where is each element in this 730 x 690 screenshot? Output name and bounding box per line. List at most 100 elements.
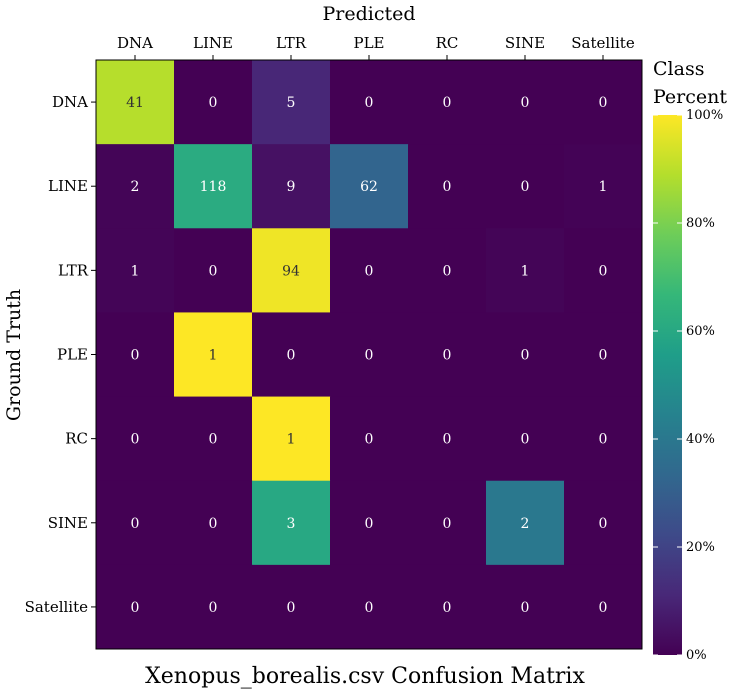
y-tick-label: DNA — [52, 93, 88, 111]
cell-value-label: 0 — [365, 263, 374, 279]
heatmap-cell — [330, 60, 409, 145]
heatmap-cell — [252, 228, 331, 313]
cell-value-label: 5 — [287, 95, 296, 111]
cell-value-label: 0 — [599, 600, 608, 616]
cell-value-label: 0 — [287, 348, 296, 364]
legend-colorbar — [653, 115, 682, 655]
heatmap-cell — [174, 60, 253, 145]
cell-value-label: 0 — [209, 432, 218, 448]
chart-title: Xenopus_borealis.csv Confusion Matrix — [145, 664, 585, 689]
heatmap-cell — [486, 312, 565, 398]
heatmap-cell — [486, 480, 565, 566]
x-tick-label: RC — [436, 34, 459, 52]
heatmap-cell — [486, 396, 565, 482]
x-tick-label: PLE — [353, 34, 384, 52]
cell-value-label: 0 — [443, 95, 452, 111]
heatmap-cell — [96, 564, 175, 650]
heatmap-cell — [408, 144, 487, 229]
cell-value-label: 0 — [599, 95, 608, 111]
heatmap-cell — [174, 396, 253, 482]
cell-value-label: 0 — [443, 263, 452, 279]
legend-title-line-2: Percent — [653, 86, 727, 108]
heatmap-cell — [486, 228, 565, 313]
cell-value-label: 0 — [131, 432, 140, 448]
cell-value-label: 0 — [365, 95, 374, 111]
cell-value-label: 0 — [521, 348, 530, 364]
heatmap-cell — [408, 396, 487, 482]
cell-value-label: 1 — [131, 263, 140, 279]
heatmap-cell — [174, 312, 253, 398]
cell-value-label: 41 — [126, 95, 144, 111]
heatmap-cell — [564, 480, 643, 566]
x-tick-label: DNA — [117, 34, 153, 52]
cell-value-label: 0 — [131, 516, 140, 532]
x-axis-title: Predicted — [322, 3, 415, 25]
legend-tick-label: 80% — [686, 216, 715, 231]
heatmap-cell — [408, 564, 487, 650]
heatmap-cell — [96, 60, 175, 145]
cell-value-label: 62 — [360, 179, 378, 195]
cell-value-label: 3 — [287, 516, 296, 532]
heatmap-cell — [330, 480, 409, 566]
cell-value-label: 118 — [200, 179, 227, 195]
heatmap-cell — [408, 480, 487, 566]
heatmap-cell — [252, 60, 331, 145]
cell-value-label: 0 — [209, 263, 218, 279]
legend-tick-label: 20% — [686, 540, 715, 555]
heatmap-cell — [96, 396, 175, 482]
cell-value-label: 0 — [209, 95, 218, 111]
legend-ticks: 0% 20% 40% 60% 80% 100% — [653, 108, 723, 663]
y-axis-ticks: DNA LINE LTR PLE RC SINE Satellite — [25, 93, 96, 616]
cell-value-label: 0 — [443, 432, 452, 448]
y-tick-label: Satellite — [25, 598, 89, 616]
heatmap-cell — [174, 144, 253, 229]
y-tick-label: RC — [65, 430, 88, 448]
cell-value-label: 0 — [443, 179, 452, 195]
heatmap-cell — [96, 228, 175, 313]
cell-value-label: 1 — [521, 263, 530, 279]
heatmap-cell — [252, 564, 331, 650]
cell-value-label: 2 — [131, 179, 140, 195]
heatmap-cells — [96, 60, 643, 650]
cell-value-label: 0 — [443, 516, 452, 532]
cell-value-label: 0 — [599, 348, 608, 364]
cell-value-label: 0 — [521, 95, 530, 111]
cell-value-label: 1 — [599, 179, 608, 195]
x-tick-label: LTR — [276, 34, 307, 52]
y-tick-label: LINE — [48, 177, 88, 195]
cell-value-label: 2 — [521, 516, 530, 532]
cell-value-label: 0 — [599, 516, 608, 532]
heatmap-cell — [486, 60, 565, 145]
heatmap-cell — [486, 144, 565, 229]
cell-value-label: 0 — [365, 432, 374, 448]
heatmap-cell — [174, 228, 253, 313]
cell-value-label: 0 — [365, 600, 374, 616]
y-tick-label: PLE — [57, 346, 88, 364]
heatmap-cell — [564, 564, 643, 650]
heatmap-cell — [564, 312, 643, 398]
heatmap-cell — [486, 564, 565, 650]
x-tick-label: LINE — [193, 34, 233, 52]
legend-title-line-1: Class — [653, 58, 704, 80]
cell-value-label: 0 — [209, 600, 218, 616]
cell-value-label: 0 — [131, 600, 140, 616]
legend-tick-label: 40% — [686, 432, 715, 447]
heatmap-cell — [408, 60, 487, 145]
cell-value-label: 1 — [287, 432, 296, 448]
y-axis-title: Ground Truth — [3, 289, 25, 421]
x-axis-ticks: DNA LINE LTR PLE RC SINE Satellite — [117, 34, 635, 60]
legend-tick-label: 100% — [686, 108, 723, 123]
heatmap-cell — [330, 312, 409, 398]
heatmap-cell — [564, 60, 643, 145]
cell-value-label: 0 — [521, 179, 530, 195]
heatmap-cell — [96, 144, 175, 229]
legend-tick-label: 0% — [686, 648, 707, 663]
cell-value-label: 0 — [365, 516, 374, 532]
heatmap-cell — [564, 144, 643, 229]
heatmap-cell — [564, 228, 643, 313]
heatmap-cell — [330, 144, 409, 229]
cell-value-label: 1 — [209, 348, 218, 364]
heatmap-cell — [174, 564, 253, 650]
heatmap-cell — [96, 480, 175, 566]
cell-value-label: 0 — [131, 348, 140, 364]
